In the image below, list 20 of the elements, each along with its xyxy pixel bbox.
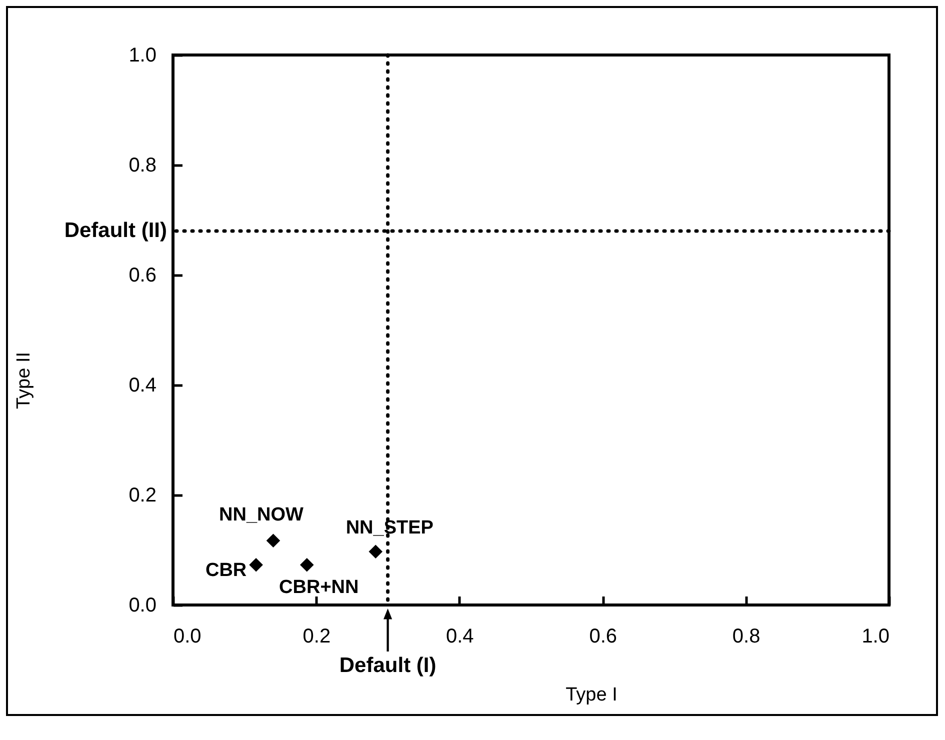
series-label: NN_NOW [219,504,304,526]
ref-line-label: Default (I) [339,654,436,677]
y-tick-label: 0.4 [128,374,156,396]
series-label: NN_STEP [346,518,434,539]
x-tick-label: 0.6 [589,626,618,648]
y-axis-title: Type II [14,352,34,410]
y-tick-label: 0.0 [128,594,156,616]
x-tick-label: 0.0 [174,626,202,648]
y-tick-label: 1.0 [128,44,156,66]
x-tick-label: 0.8 [732,626,760,648]
y-tick-label: 0.8 [128,154,156,176]
y-tick-label: 0.2 [128,484,156,506]
y-tick-label: 0.6 [128,264,156,286]
series-label: CBR+NN [279,576,359,598]
series-label: CBR [205,560,247,581]
x-tick-label: 1.0 [862,626,890,648]
x-axis-title: Type I [566,684,618,706]
ref-line-label: Default (II) [64,219,167,242]
x-tick-label: 0.2 [302,626,331,648]
x-tick-label: 0.4 [446,626,474,648]
